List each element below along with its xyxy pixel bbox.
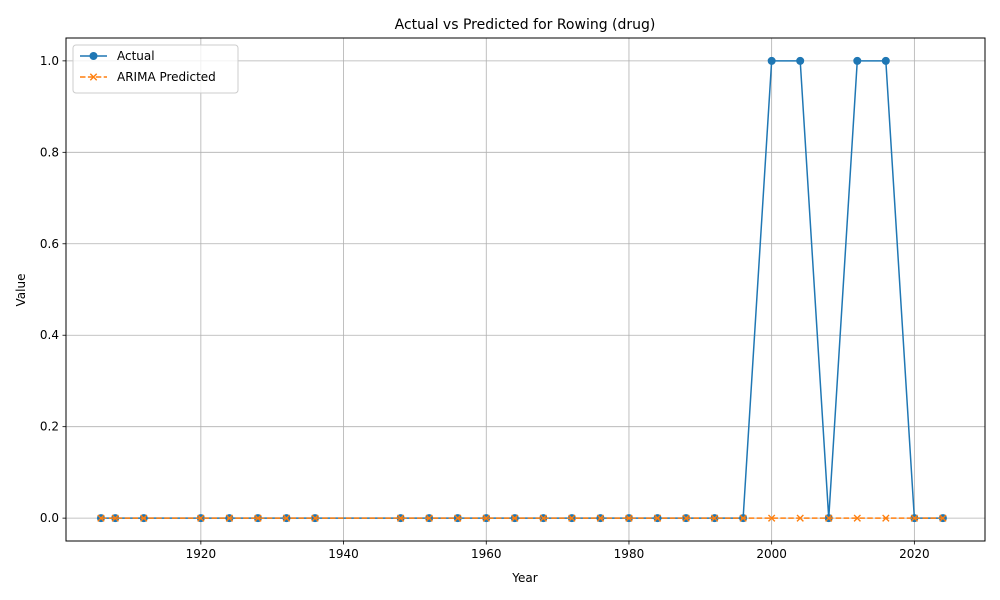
data-point: [881, 56, 890, 65]
data-point: [539, 514, 548, 522]
data-point: [739, 514, 747, 522]
chart-title: Actual vs Predicted for Rowing (drug): [395, 17, 656, 33]
data-point: [254, 514, 262, 522]
series-arima-predicted: [97, 514, 947, 522]
data-point: [596, 514, 605, 522]
data-point: [853, 56, 862, 65]
x-tick-label: 1980: [614, 547, 645, 561]
x-axis-ticks: 1920 1940 1960 1980 2000 2020: [186, 541, 930, 561]
x-tick-label: 1960: [471, 547, 502, 561]
y-tick-label: 0.2: [40, 420, 59, 434]
x-tick-label: 1940: [328, 547, 359, 561]
legend-swatch-marker: [89, 52, 98, 60]
data-point: [454, 514, 462, 522]
x-tick-label: 2000: [756, 547, 787, 561]
data-point: [767, 514, 776, 522]
y-axis-title: Value: [14, 274, 28, 307]
data-point: [882, 514, 890, 522]
series-layer: [96, 56, 947, 523]
data-point: [111, 514, 119, 522]
data-point: [97, 514, 105, 522]
data-point: [939, 514, 947, 522]
y-tick-label: 1.0: [40, 54, 59, 68]
data-point: [710, 514, 719, 522]
data-point: [825, 514, 833, 522]
data-point: [282, 514, 291, 522]
legend: Actual ARIMA Predicted: [72, 44, 239, 94]
legend-label: Actual: [117, 49, 155, 63]
plot-area: 1920 1940 1960 1980 2000 2020 0.0 0.2 0.4 0.6 0.8…: [40, 37, 986, 561]
data-point: [511, 514, 519, 522]
data-point: [796, 514, 804, 522]
data-point: [796, 56, 805, 65]
legend-box: [72, 44, 239, 94]
y-tick-label: 0.8: [40, 145, 59, 159]
data-point: [625, 514, 633, 522]
data-point: [853, 514, 861, 522]
y-axis-ticks: 0.0 0.2 0.4 0.6 0.8 1.0: [40, 54, 66, 525]
x-tick-label: 2020: [899, 547, 930, 561]
plot-frame: [65, 37, 986, 542]
data-point: [482, 514, 490, 522]
data-point: [197, 514, 205, 522]
data-point: [396, 514, 405, 522]
x-axis-title: Year: [511, 571, 537, 585]
data-point: [140, 514, 148, 522]
data-point: [767, 56, 776, 65]
data-point: [225, 514, 234, 522]
data-point: [425, 514, 433, 522]
legend-swatch-marker: [89, 73, 98, 81]
y-tick-label: 0.6: [40, 237, 59, 251]
x-tick-label: 1920: [186, 547, 217, 561]
data-point: [910, 514, 919, 522]
y-tick-label: 0.4: [40, 328, 59, 342]
data-point: [653, 514, 662, 522]
data-point: [682, 514, 690, 522]
data-point: [568, 514, 576, 522]
data-point: [311, 514, 319, 522]
y-tick-label: 0.0: [40, 511, 59, 525]
legend-label: ARIMA Predicted: [117, 70, 216, 84]
